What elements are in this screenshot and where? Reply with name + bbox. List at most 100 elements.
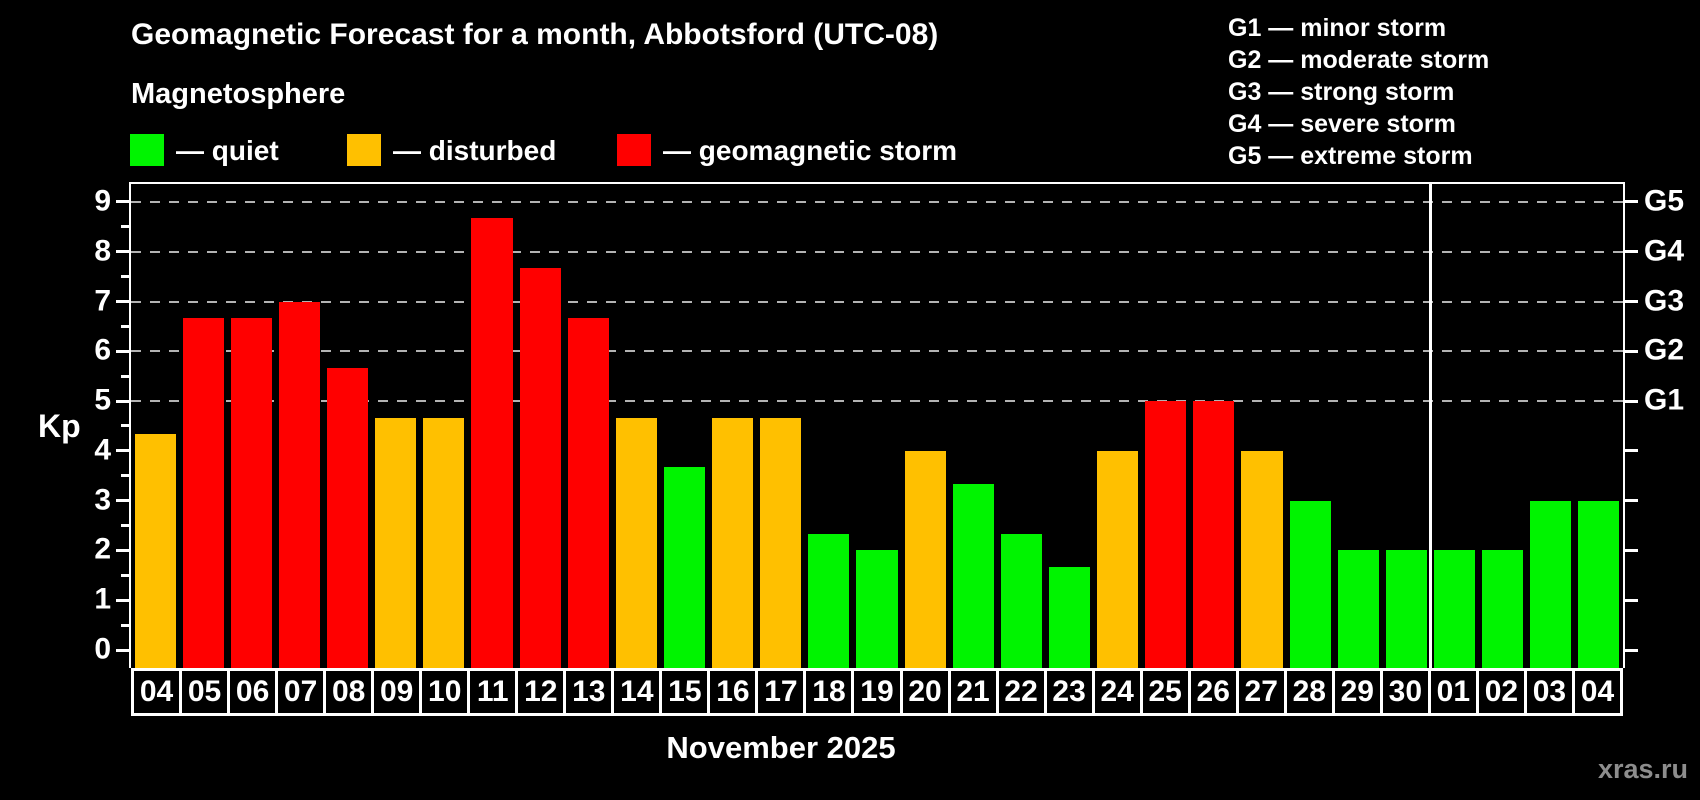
- bar-day-11: [471, 218, 513, 668]
- y-minor-tick-2.5: [121, 524, 129, 528]
- y-tick-label-7: 7: [94, 283, 111, 317]
- y-tick-label-9: 9: [94, 184, 111, 218]
- quiet-color-swatch-icon: [130, 134, 164, 166]
- day-label-27: 27: [1235, 668, 1287, 716]
- y-minor-tick-4.5: [121, 424, 129, 428]
- day-label-22: 22: [995, 668, 1047, 716]
- y-tick-label-4: 4: [94, 433, 111, 467]
- day-label-06: 06: [227, 668, 279, 716]
- gridline-kp9: [131, 200, 1623, 203]
- bar-day-24: [1097, 450, 1139, 668]
- bar-day-13: [567, 317, 609, 668]
- bar-day-14: [615, 417, 657, 668]
- day-label-09: 09: [371, 668, 423, 716]
- y-tick-right-5: [1625, 399, 1638, 403]
- day-label-30: 30: [1379, 668, 1431, 716]
- bar-day-09: [375, 417, 417, 668]
- y-tick-right-4: [1625, 449, 1638, 453]
- bar-day-15: [663, 467, 706, 668]
- y-tick-9: [116, 200, 129, 204]
- y-tick-right-7: [1625, 300, 1638, 304]
- y-tick-7: [116, 300, 129, 304]
- day-label-18: 18: [803, 668, 855, 716]
- storm-scale-legend: G1 — minor storm G2 — moderate storm G3 …: [1228, 12, 1489, 172]
- y-tick-label-2: 2: [94, 532, 111, 566]
- y-tick-right-1: [1625, 598, 1638, 602]
- day-label-20: 20: [899, 668, 951, 716]
- bar-day-17: [760, 417, 802, 668]
- y-tick-5: [116, 399, 129, 403]
- day-label-08: 08: [323, 668, 375, 716]
- y-tick-right-3: [1625, 499, 1638, 503]
- bar-day-23: [1048, 566, 1091, 668]
- day-label-26: 26: [1187, 668, 1239, 716]
- g-scale-label-g4: G4: [1644, 234, 1685, 268]
- bar-day-08: [327, 367, 369, 668]
- day-label-10: 10: [419, 668, 471, 716]
- bar-day-19: [856, 550, 898, 668]
- bar-day-26: [1193, 401, 1235, 668]
- bar-day-20: [904, 450, 946, 668]
- bar-day-25: [1145, 401, 1187, 668]
- y-tick-label-3: 3: [94, 482, 111, 516]
- day-label-04: 04: [1571, 668, 1623, 716]
- day-label-11: 11: [467, 668, 519, 716]
- bar-day-12: [519, 268, 561, 668]
- y-minor-tick-7.5: [121, 275, 129, 279]
- y-minor-tick-6.5: [121, 324, 129, 328]
- day-label-05: 05: [179, 668, 231, 716]
- storm-color-swatch-icon: [617, 134, 651, 166]
- y-tick-8: [116, 250, 129, 254]
- bar-day-18: [808, 534, 850, 668]
- y-tick-6: [116, 349, 129, 353]
- gridline-kp8: [131, 250, 1623, 253]
- bar-day-04: [1578, 500, 1620, 668]
- bar-day-04: [134, 434, 176, 668]
- legend-label-disturbed: — disturbed: [393, 135, 557, 166]
- g-scale-label-g3: G3: [1644, 283, 1685, 317]
- legend-label-storm: — geomagnetic storm: [663, 135, 958, 166]
- bar-day-02: [1482, 550, 1524, 668]
- day-label-04: 04: [131, 668, 183, 716]
- storm-scale-line-g2: G2 — moderate storm: [1228, 46, 1490, 74]
- gridline-kp6: [131, 350, 1623, 353]
- y-minor-tick-5.5: [121, 374, 129, 378]
- day-label-12: 12: [515, 668, 567, 716]
- y-tick-label-5: 5: [94, 383, 111, 417]
- day-label-25: 25: [1139, 668, 1191, 716]
- day-label-16: 16: [707, 668, 759, 716]
- bar-day-01: [1433, 550, 1476, 668]
- day-label-02: 02: [1475, 668, 1527, 716]
- y-tick-label-6: 6: [94, 333, 111, 367]
- bar-day-10: [423, 417, 465, 668]
- storm-scale-line-g5: G5 — extreme storm: [1228, 142, 1473, 170]
- bar-day-16: [712, 417, 754, 668]
- y-tick-label-0: 0: [94, 632, 111, 666]
- bar-day-07: [278, 301, 320, 668]
- y-tick-0: [116, 648, 129, 652]
- bar-day-03: [1530, 500, 1572, 668]
- g-scale-label-g1: G1: [1644, 383, 1685, 417]
- chart-plot: 0 1 2 3 4 5 6 7 8 9 G1 G2 G3 G4 G5: [94, 182, 1684, 668]
- gridline-kp5: [131, 400, 1623, 403]
- y-tick-right-8: [1625, 250, 1638, 254]
- page-subtitle: Magnetosphere: [131, 78, 346, 110]
- day-label-13: 13: [563, 668, 615, 716]
- day-label-03: 03: [1523, 668, 1575, 716]
- y-tick-2: [116, 548, 129, 552]
- bar-day-30: [1385, 550, 1427, 668]
- day-label-17: 17: [755, 668, 807, 716]
- day-label-15: 15: [659, 668, 711, 716]
- storm-scale-line-g1: G1 — minor storm: [1228, 14, 1447, 42]
- month-label: November 2025: [666, 730, 896, 765]
- kp-axis-label: Kp: [38, 408, 81, 444]
- y-minor-tick-8.5: [121, 225, 129, 229]
- day-label-24: 24: [1091, 668, 1143, 716]
- month-separator: [1428, 184, 1432, 668]
- day-axis: 04 05 06 07 08 09 10 11 12 13 14 15 16 17 18 19 20 21 22 23…: [131, 668, 1623, 716]
- y-minor-tick-1.5: [121, 573, 129, 577]
- y-tick-4: [116, 449, 129, 453]
- day-label-07: 07: [275, 668, 327, 716]
- y-tick-label-1: 1: [94, 582, 111, 616]
- bar-day-27: [1241, 450, 1283, 668]
